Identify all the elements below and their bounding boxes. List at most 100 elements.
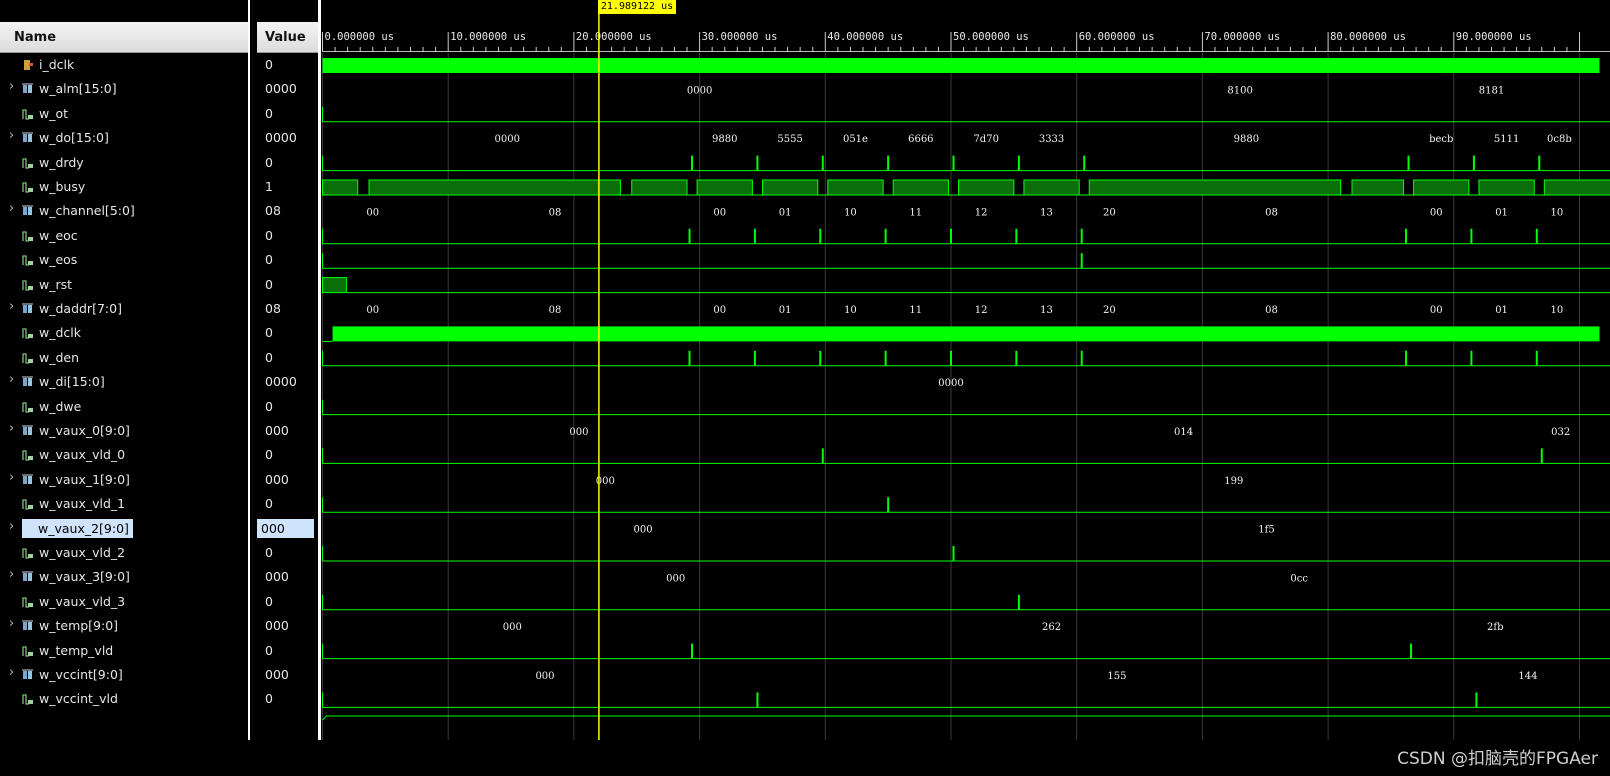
signal-row[interactable]: › w_daddr[7:0] bbox=[0, 298, 248, 320]
bus-value-label: 0000 bbox=[687, 85, 712, 96]
signal-row[interactable]: w_drdy bbox=[0, 152, 248, 174]
name-value-divider[interactable] bbox=[248, 0, 250, 740]
bus-value-label: 000 bbox=[596, 476, 615, 487]
signal-row[interactable]: w_busy bbox=[0, 176, 248, 198]
signal-name: w_busy bbox=[39, 179, 86, 194]
signal-name: w_vaux_vld_0 bbox=[39, 447, 126, 463]
wave-w-channel50: 00 08 00 01 10 11 12 13 20 08 00 01 10 bbox=[366, 207, 1563, 218]
signal-row[interactable]: › w_vaux_0[9:0] bbox=[0, 420, 248, 442]
signal-name: w_vaux_vld_3 bbox=[39, 593, 126, 609]
bus-value-label: 11 bbox=[909, 207, 922, 218]
signal-row[interactable]: w_dwe bbox=[0, 396, 248, 418]
signal-value: 0 bbox=[265, 227, 273, 243]
signal-name: w_drdy bbox=[39, 154, 84, 170]
signal-row[interactable]: › w_di[15:0] bbox=[0, 371, 248, 393]
busy-high bbox=[1543, 179, 1610, 196]
bus-value-label: 000 bbox=[666, 573, 685, 584]
value-column: Value 0 0000 0 0000 0 1 08 0 0 0 08 0 0 0000 0 000 0 000 0… bbox=[257, 0, 318, 776]
wave-w-vccint-vld bbox=[322, 692, 1610, 708]
signal-name: w_do[15:0] bbox=[39, 130, 109, 146]
wire-icon bbox=[22, 352, 34, 364]
signal-row[interactable]: w_rst bbox=[0, 274, 248, 296]
signal-row[interactable]: w_temp_vld bbox=[0, 640, 248, 662]
signal-row[interactable]: › w_alm[15:0] bbox=[0, 78, 248, 100]
signal-value: 0 bbox=[265, 496, 273, 512]
value-column-header[interactable]: Value bbox=[257, 22, 318, 53]
signal-row[interactable]: w_vccint_vld bbox=[0, 688, 248, 710]
signal-name: w_di[15:0] bbox=[39, 374, 105, 390]
signal-row[interactable]: w_eoc bbox=[0, 225, 248, 247]
wire-icon bbox=[22, 693, 34, 706]
signal-row[interactable]: › w_vaux_3[9:0] bbox=[0, 566, 248, 588]
signal-row[interactable]: › w_vccint[9:0] bbox=[0, 664, 248, 686]
signal-row[interactable]: w_dclk bbox=[0, 322, 248, 344]
wire-icon bbox=[22, 645, 34, 657]
signal-row[interactable]: › w_channel[5:0] bbox=[0, 200, 248, 222]
signal-row[interactable]: w_vaux_vld_0 bbox=[0, 444, 248, 466]
signal-row[interactable]: w_ot bbox=[0, 103, 248, 125]
expand-chevron-icon[interactable]: › bbox=[9, 128, 15, 144]
signal-row[interactable]: w_eos bbox=[0, 249, 248, 271]
cursor-time-badge[interactable]: 21.989122 us bbox=[597, 0, 677, 14]
wire-icon bbox=[22, 254, 34, 266]
expand-chevron-icon[interactable]: › bbox=[9, 79, 15, 95]
expand-chevron-icon[interactable]: › bbox=[9, 518, 15, 534]
signal-row[interactable]: › w_temp[9:0] bbox=[0, 615, 248, 637]
expand-chevron-icon[interactable]: › bbox=[9, 616, 15, 632]
bus-icon bbox=[22, 620, 34, 632]
signal-row[interactable]: w_vaux_vld_1 bbox=[0, 493, 248, 515]
value-header-label: Value bbox=[265, 30, 306, 45]
wire-icon bbox=[22, 401, 34, 413]
ruler-tick-label: 80.000000 us bbox=[1330, 31, 1406, 43]
bus-icon bbox=[22, 669, 34, 681]
signal-value: 000 bbox=[265, 569, 289, 585]
signal-name: w_alm[15:0] bbox=[39, 81, 117, 97]
wave-w-drdy bbox=[322, 155, 1610, 172]
expand-chevron-icon[interactable]: › bbox=[9, 665, 15, 680]
signal-name: w_vaux_0[9:0] bbox=[39, 423, 130, 438]
signal-row[interactable]: › w_vaux_2[9:0] bbox=[0, 518, 248, 540]
name-column-header[interactable]: Name bbox=[0, 22, 248, 53]
bus-value-label: 20 bbox=[1103, 305, 1116, 316]
wave-w-den bbox=[322, 350, 1610, 367]
ruler-tick-label: 10.000000 us bbox=[450, 31, 526, 43]
expand-chevron-icon[interactable]: › bbox=[9, 567, 15, 583]
bus-icon bbox=[22, 132, 34, 144]
signal-name: w_vaux_2[9:0] bbox=[22, 518, 133, 538]
expand-chevron-icon[interactable]: › bbox=[9, 372, 15, 388]
signal-value: 0000 bbox=[265, 374, 297, 390]
wave-w-vaux-390: 000 0cc bbox=[666, 573, 1308, 584]
bus-value-label: 01 bbox=[779, 305, 792, 316]
signal-row[interactable]: i_dclk bbox=[0, 54, 248, 76]
busy-high bbox=[827, 179, 884, 196]
bus-value-label: 000 bbox=[569, 427, 588, 438]
signal-row[interactable]: w_vaux_vld_3 bbox=[0, 591, 248, 613]
wire-icon bbox=[22, 449, 34, 462]
signal-row[interactable]: w_den bbox=[0, 347, 248, 369]
value-wave-divider[interactable] bbox=[318, 0, 321, 740]
expand-chevron-icon[interactable]: › bbox=[9, 299, 15, 314]
bus-icon bbox=[22, 425, 34, 437]
signal-row[interactable]: › w_vaux_1[9:0] bbox=[0, 469, 248, 491]
signal-row[interactable]: w_vaux_vld_2 bbox=[0, 542, 248, 564]
input-pin-icon bbox=[22, 59, 34, 71]
wave-w-vaux-090: 000 014 032 bbox=[569, 427, 1570, 438]
bus-value-label: 08 bbox=[1265, 305, 1278, 316]
wire-icon bbox=[22, 181, 34, 193]
bus-value-label: 8181 bbox=[1479, 85, 1504, 96]
bus-value-label: 00 bbox=[713, 305, 726, 316]
wave-partial-row bbox=[322, 715, 1610, 721]
expand-chevron-icon[interactable]: › bbox=[9, 421, 15, 436]
waveform-canvas[interactable]: 0.000000 us 10.000000 us 20.000000 us 30.00… bbox=[322, 0, 1610, 740]
wave-w-di150: 0000 bbox=[938, 378, 964, 389]
bus-value-label: 0000 bbox=[495, 134, 520, 145]
busy-high bbox=[1351, 179, 1405, 196]
expand-chevron-icon[interactable]: › bbox=[9, 469, 15, 485]
busy-high bbox=[1023, 179, 1080, 196]
bus-value-label: 3333 bbox=[1039, 134, 1064, 145]
waveform-viewer[interactable]: 0.000000 us 10.000000 us 20.000000 us 30.00… bbox=[322, 0, 1610, 740]
expand-chevron-icon[interactable]: › bbox=[9, 201, 15, 217]
bus-value-label: 13 bbox=[1040, 305, 1053, 316]
signal-row[interactable]: › w_do[15:0] bbox=[0, 127, 248, 149]
signal-value: 1 bbox=[265, 179, 273, 194]
